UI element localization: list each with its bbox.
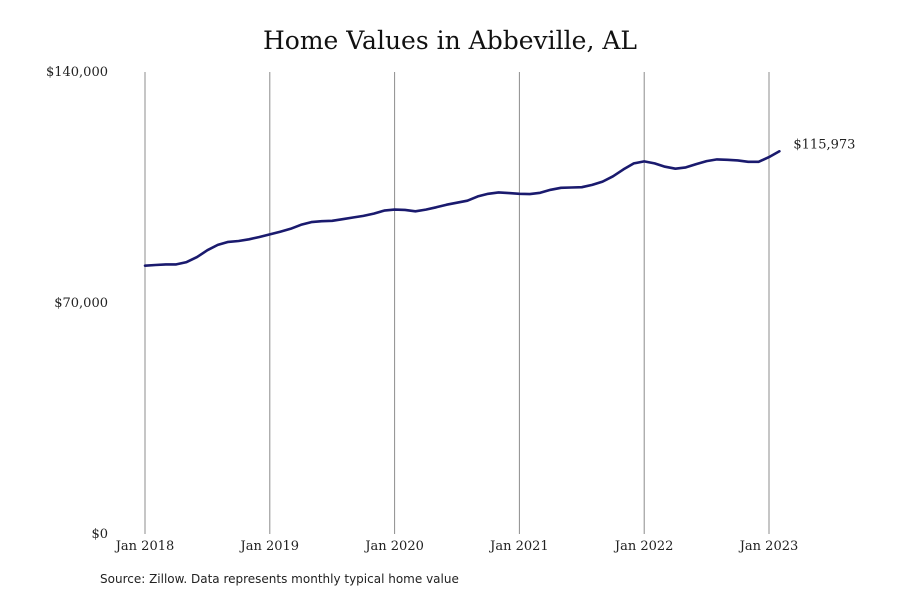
- series-line-layer: [143, 150, 781, 267]
- x-axis-ticks: Jan 2018 Jan 2019 Jan 2020 Jan 2021 Jan 2022…: [114, 539, 799, 554]
- end-value-label: $115,973: [793, 137, 855, 152]
- chart-title: Home Values in Abbeville, AL: [263, 26, 637, 55]
- source-note: Source: Zillow. Data represents monthly …: [100, 572, 459, 586]
- y-tick-label: $0: [91, 527, 108, 542]
- series-line: [143, 150, 781, 267]
- y-tick-label: $140,000: [46, 65, 108, 80]
- x-tick-label: Jan 2018: [114, 539, 175, 554]
- y-tick-label: $70,000: [54, 296, 108, 311]
- y-axis-ticks: $0 $70,000 $140,000: [46, 65, 108, 542]
- x-tick-label: Jan 2022: [613, 539, 674, 554]
- x-tick-label: Jan 2021: [488, 539, 549, 554]
- end-label-layer: $115,973: [793, 137, 855, 152]
- x-tick-label: Jan 2020: [363, 539, 424, 554]
- x-tick-label: Jan 2023: [738, 539, 799, 554]
- x-tick-label: Jan 2019: [239, 539, 300, 554]
- gridlines: [144, 72, 770, 534]
